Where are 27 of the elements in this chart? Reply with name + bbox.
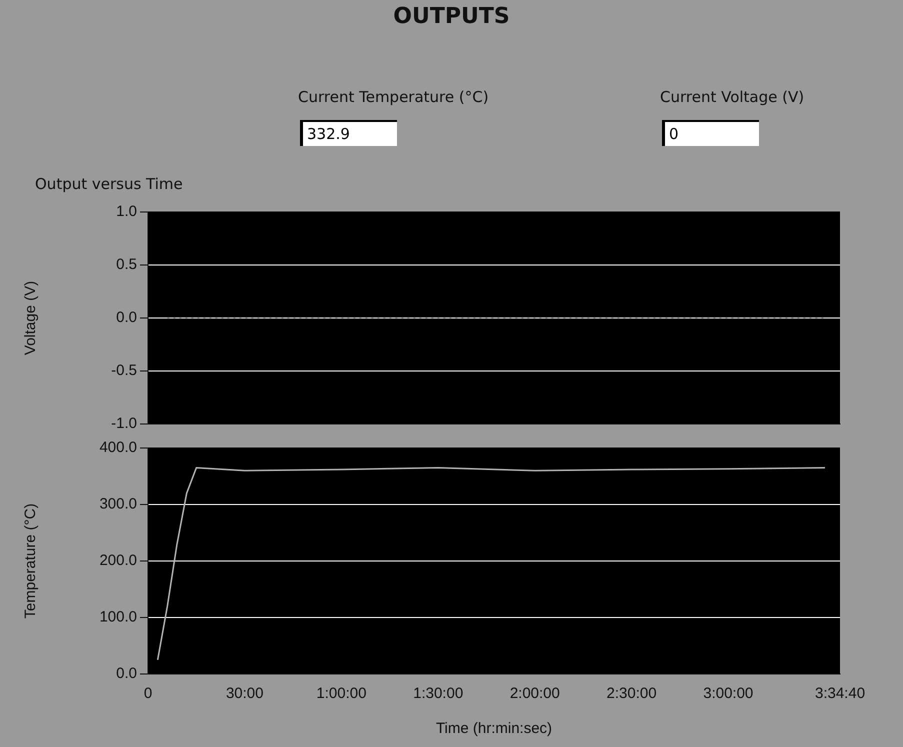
text: Current Voltage (V): [660, 88, 804, 106]
x-tick-label: 1:30:00: [413, 685, 464, 702]
y-tick-label: -0.5: [111, 362, 137, 380]
x-tick-label: 2:30:00: [606, 685, 657, 702]
x-tick-label: 2:00:00: [510, 685, 560, 702]
y-tick-label: 1.0: [116, 203, 137, 220]
y-tick-label: 400.0: [99, 439, 137, 456]
text: 0: [662, 120, 759, 146]
y-axis-title: Voltage (V): [22, 280, 40, 356]
y-tick-label: -1.0: [111, 415, 137, 432]
x-tick-label: 3:00:00: [703, 685, 754, 702]
x-axis-title: Time (hr:min:sec): [436, 720, 552, 738]
text: OUTPUTS: [392, 4, 511, 29]
y-tick-label: 200.0: [99, 552, 137, 570]
y-tick-label: 0.5: [116, 256, 137, 274]
text: Current Temperature (°C): [298, 88, 489, 106]
chart-title: Output versus Time: [35, 175, 183, 193]
text: 332.9: [300, 120, 397, 146]
y-tick-label: 100.0: [99, 608, 137, 626]
x-tick-label: 3:34:40: [814, 685, 866, 702]
x-tick-label: 0: [144, 685, 152, 702]
x-tick-label: 30:00: [226, 685, 264, 702]
x-tick-label: 1:00:00: [316, 685, 366, 702]
y-tick-label: 0.0: [116, 309, 137, 326]
y-tick-label: 0.0: [116, 665, 137, 682]
y-axis-title: Temperature (°C): [22, 503, 40, 619]
y-tick-label: 300.0: [99, 496, 137, 513]
